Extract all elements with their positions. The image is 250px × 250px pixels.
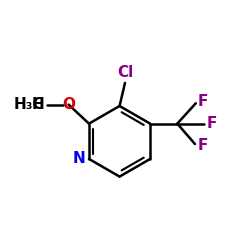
Text: F: F — [198, 94, 208, 110]
Text: H₃C: H₃C — [14, 97, 44, 112]
Text: F: F — [197, 138, 207, 153]
Text: F: F — [207, 116, 217, 131]
Text: N: N — [73, 152, 86, 166]
Text: H: H — [32, 97, 44, 112]
Text: O: O — [62, 97, 75, 112]
Text: Cl: Cl — [117, 65, 133, 80]
